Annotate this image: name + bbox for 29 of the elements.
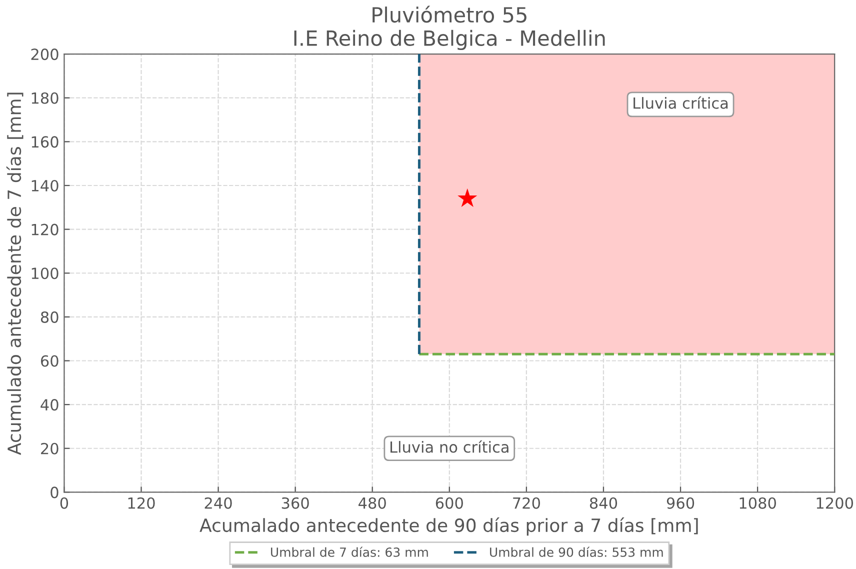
y-axis-title: Acumulado antecedente de 7 días [mm] <box>6 92 24 455</box>
x-tick-label: 480 <box>358 497 386 509</box>
x-tick-label: 120 <box>128 497 155 509</box>
y-tick-label: 160 <box>32 136 58 148</box>
x-tick-label: 240 <box>204 497 232 509</box>
annotation: Lluvia no crítica <box>390 440 508 453</box>
y-tick-label: 200 <box>31 48 58 60</box>
x-tick-label: 1200 <box>816 497 854 509</box>
y-tick-label: 180 <box>32 92 58 104</box>
annotation: Lluvia crítica <box>634 96 728 109</box>
x-axis-title: Acumalado antecedente de 90 días prior a 7 días [mm] <box>200 517 698 536</box>
y-tick-label: 20 <box>41 442 58 454</box>
legend-label: Umbral de 7 días: 63 mm <box>271 546 428 557</box>
x-tick-label: 840 <box>590 497 618 509</box>
y-tick-label: 120 <box>32 224 58 236</box>
legend-label: Umbral de 90 días: 553 mm <box>490 546 663 557</box>
x-tick-label: 960 <box>666 497 694 509</box>
y-tick-label: 60 <box>40 355 58 367</box>
y-tick-label: 140 <box>32 180 58 192</box>
x-tick-label: 720 <box>513 497 540 509</box>
x-tick-label: 600 <box>436 497 463 509</box>
x-tick-label: 360 <box>282 497 309 509</box>
y-tick-label: 0 <box>50 486 58 498</box>
x-tick-label: 1080 <box>740 497 776 509</box>
y-tick-label: 100 <box>32 268 58 280</box>
y-tick-label: 40 <box>40 399 58 411</box>
y-tick-label: 80 <box>40 311 58 323</box>
chart-title: Pluviómetro 55 I.E Reino de Belgica - Medellin <box>294 6 605 50</box>
x-tick-label: 0 <box>60 497 68 509</box>
